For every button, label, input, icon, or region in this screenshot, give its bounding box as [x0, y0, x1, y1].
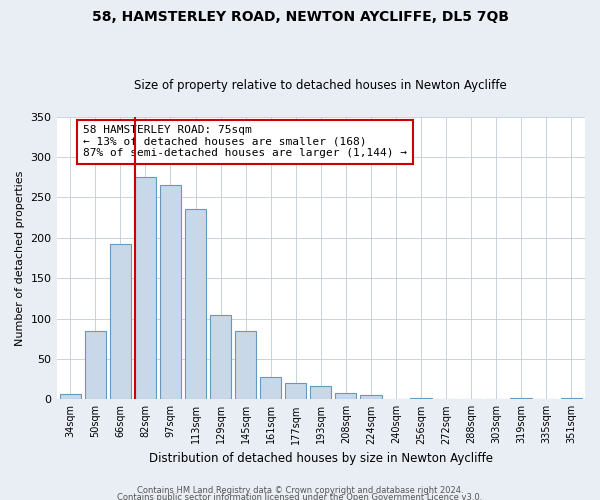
X-axis label: Distribution of detached houses by size in Newton Aycliffe: Distribution of detached houses by size …: [149, 452, 493, 465]
Y-axis label: Number of detached properties: Number of detached properties: [15, 170, 25, 346]
Bar: [59, 394, 81, 400]
Bar: [360, 396, 382, 400]
Text: Contains HM Land Registry data © Crown copyright and database right 2024.: Contains HM Land Registry data © Crown c…: [137, 486, 463, 495]
Title: Size of property relative to detached houses in Newton Aycliffe: Size of property relative to detached ho…: [134, 79, 507, 92]
Bar: [310, 386, 331, 400]
Bar: [410, 398, 431, 400]
Bar: [85, 332, 106, 400]
Bar: [235, 332, 256, 400]
Text: Contains public sector information licensed under the Open Government Licence v3: Contains public sector information licen…: [118, 494, 482, 500]
Bar: [511, 398, 532, 400]
Bar: [260, 376, 281, 400]
Bar: [135, 178, 156, 400]
Bar: [110, 244, 131, 400]
Bar: [185, 209, 206, 400]
Bar: [160, 186, 181, 400]
Bar: [560, 398, 582, 400]
Bar: [285, 383, 307, 400]
Bar: [335, 393, 356, 400]
Text: 58, HAMSTERLEY ROAD, NEWTON AYCLIFFE, DL5 7QB: 58, HAMSTERLEY ROAD, NEWTON AYCLIFFE, DL…: [91, 10, 509, 24]
Text: 58 HAMSTERLEY ROAD: 75sqm
← 13% of detached houses are smaller (168)
87% of semi: 58 HAMSTERLEY ROAD: 75sqm ← 13% of detac…: [83, 126, 407, 158]
Bar: [210, 314, 231, 400]
